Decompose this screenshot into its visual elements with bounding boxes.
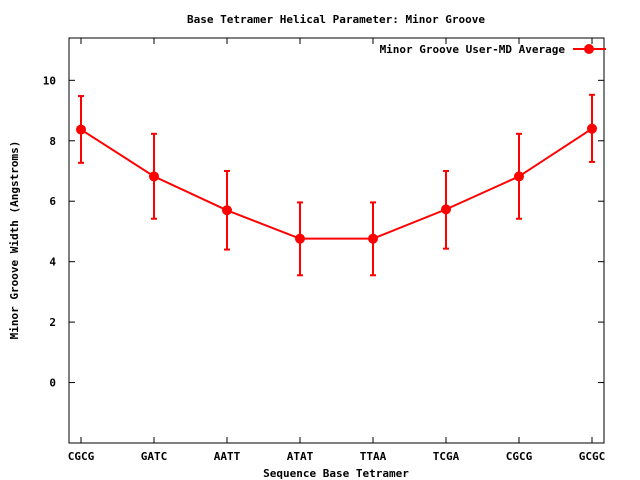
plot-frame [68, 37, 605, 444]
legend-marker [584, 44, 594, 54]
y-tick-label: 6 [49, 195, 56, 208]
x-tick-label: TTAA [360, 450, 387, 463]
x-tick-label: AATT [214, 450, 241, 463]
legend: Minor Groove User-MD Average [380, 43, 606, 56]
x-tick-label: CGCG [68, 450, 95, 463]
y-tick-label: 10 [43, 74, 56, 87]
data-point [441, 204, 451, 215]
y-tick-label: 4 [49, 256, 56, 269]
x-tick-label: ATAT [287, 450, 314, 463]
x-axis-label: Sequence Base Tetramer [263, 467, 409, 480]
x-tick-label: GCGC [579, 450, 606, 463]
data-point [368, 233, 378, 244]
y-tick-label: 2 [49, 316, 56, 329]
series-line [80, 127, 593, 240]
data-point [514, 171, 524, 182]
y-axis-label: Minor Groove Width (Angstroms) [8, 141, 21, 340]
legend-label: Minor Groove User-MD Average [380, 43, 566, 56]
data-point [222, 205, 232, 216]
data-point [76, 124, 86, 135]
y-axis: 0 2 4 6 8 10 [43, 74, 604, 390]
x-tick-label: CGCG [506, 450, 533, 463]
y-tick-label: 8 [49, 135, 56, 148]
data-point [587, 123, 597, 134]
data-point [149, 171, 159, 182]
chart-title: Base Tetramer Helical Parameter: Minor G… [187, 13, 485, 26]
y-tick-label: 0 [49, 377, 56, 390]
x-tick-label: TCGA [433, 450, 460, 463]
x-tick-label: GATC [141, 450, 168, 463]
series-layer [76, 93, 597, 277]
x-axis: CGCG GATC AATT ATAT TTAA TCGA CGCG GCGC [68, 38, 606, 463]
data-point [295, 233, 305, 244]
